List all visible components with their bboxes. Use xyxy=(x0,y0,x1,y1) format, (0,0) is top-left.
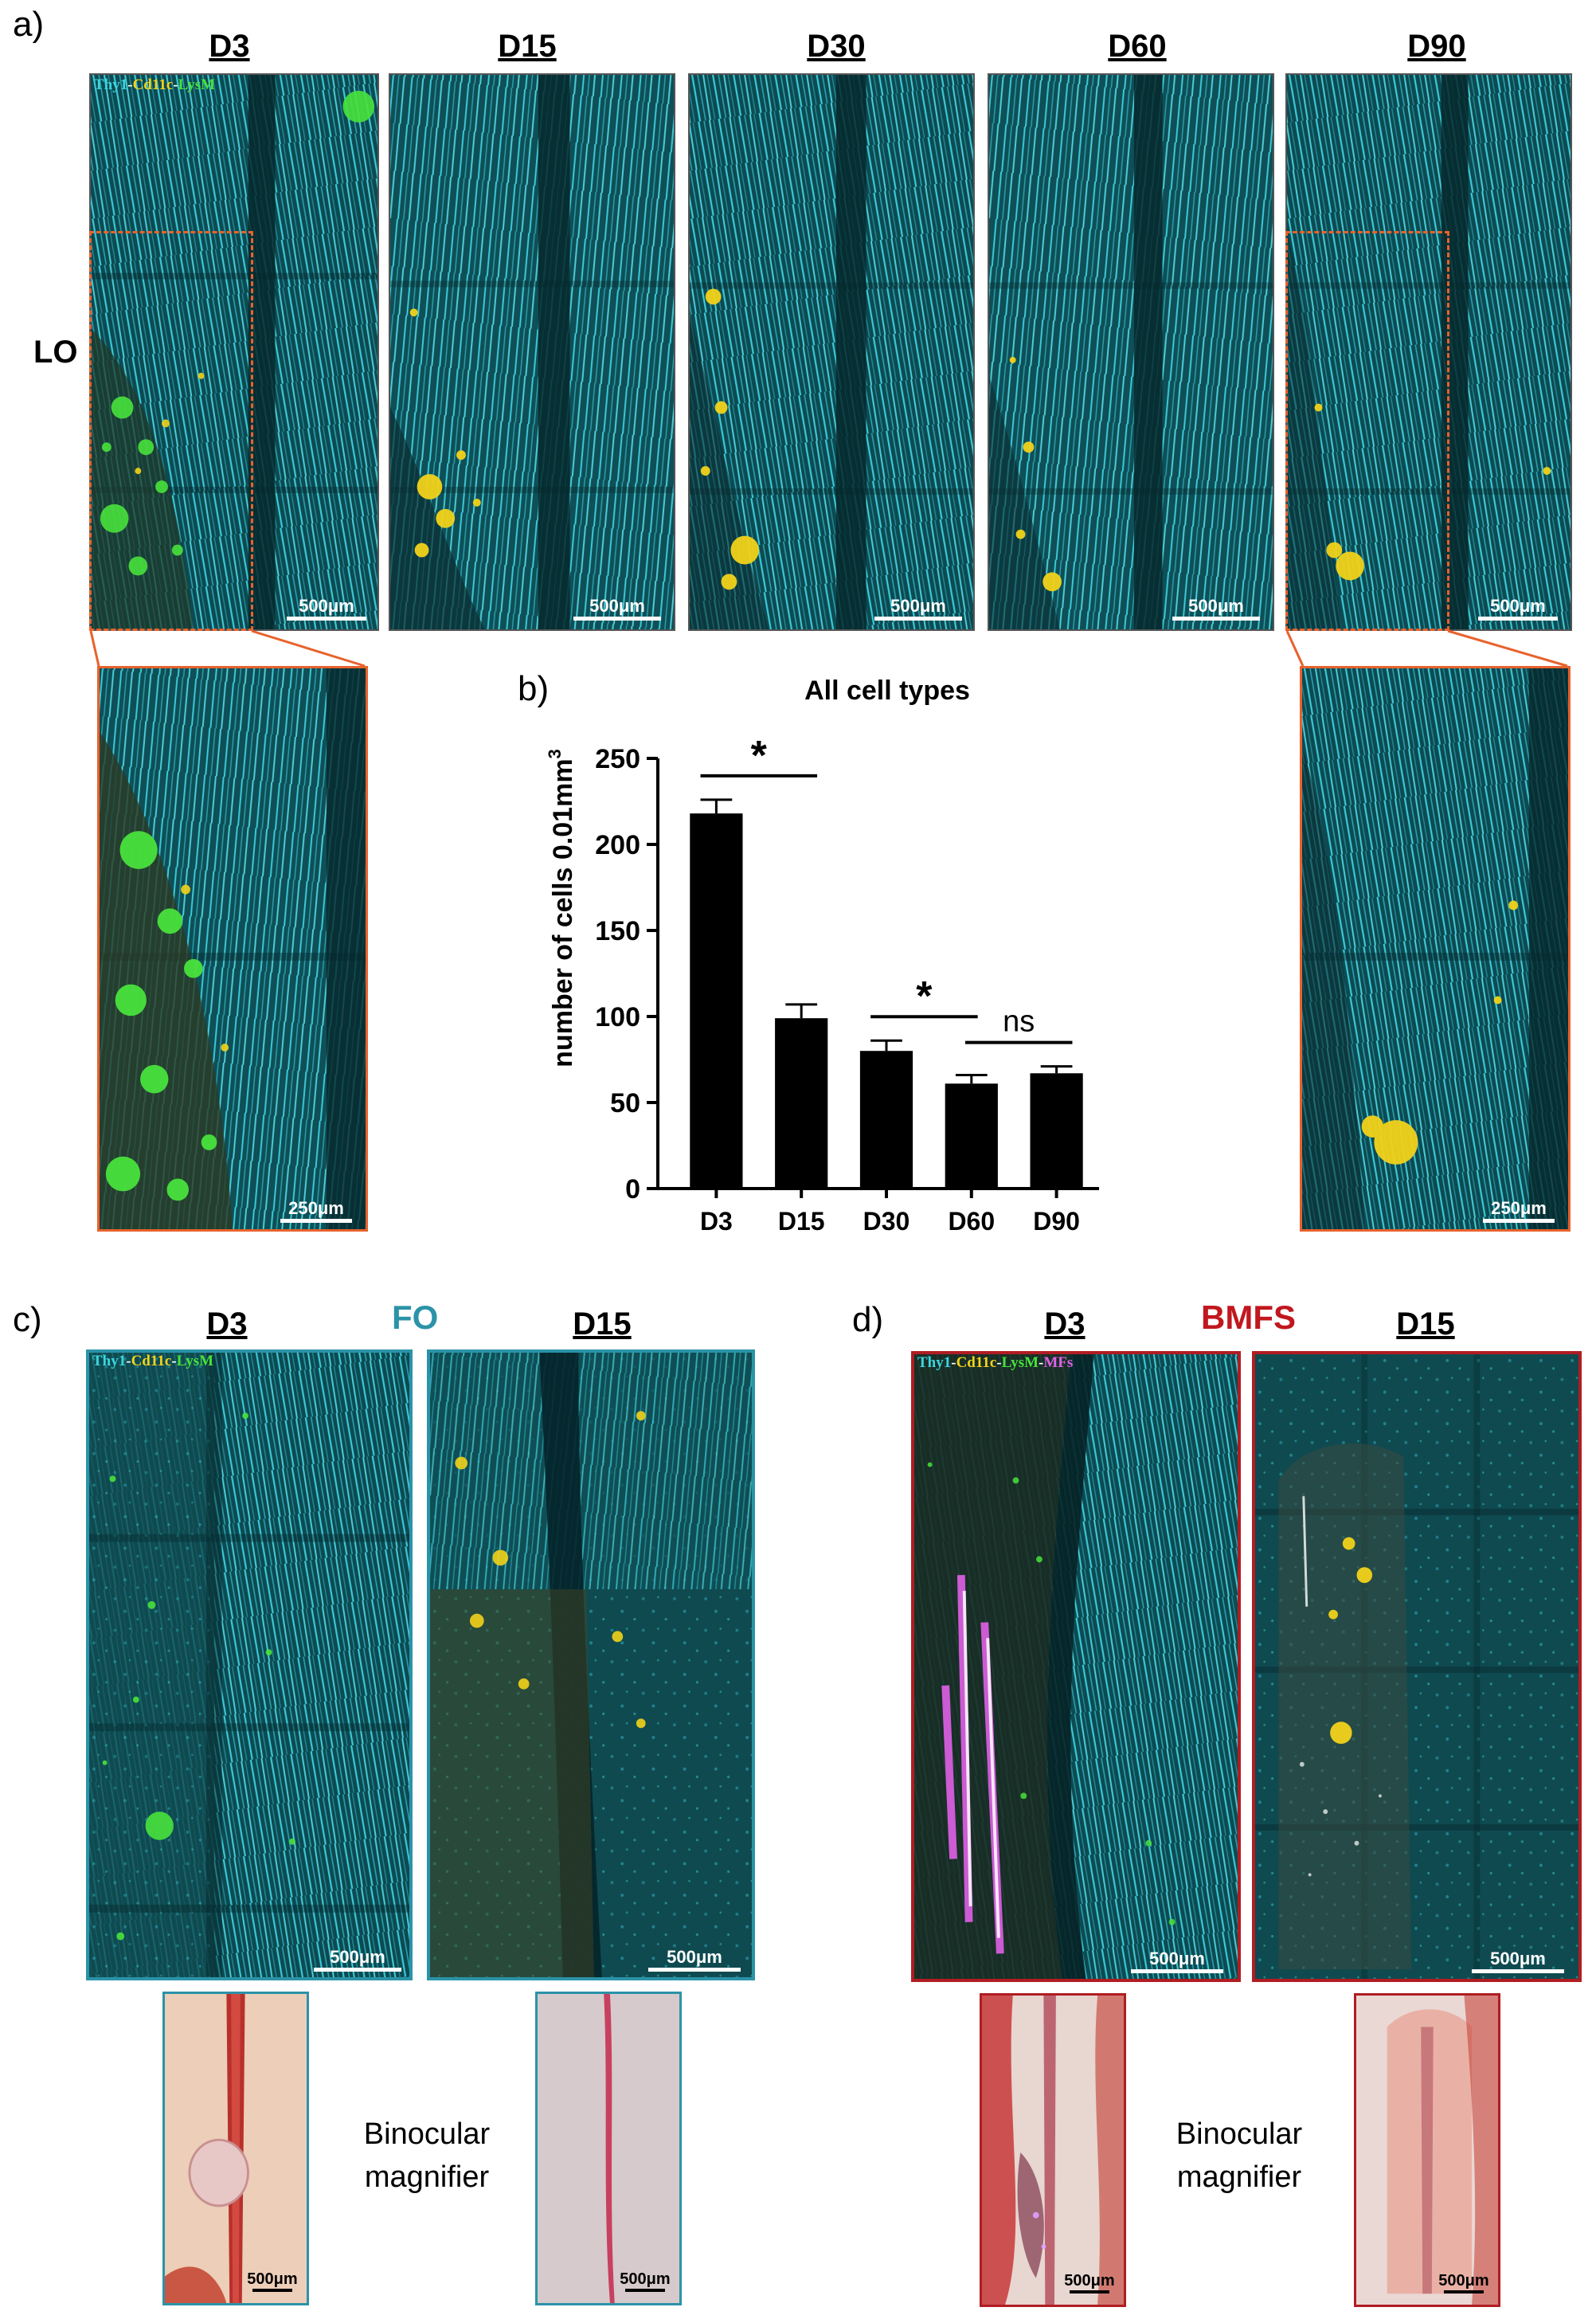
bar-d30 xyxy=(859,1051,913,1189)
panel-d-label: d) xyxy=(852,1300,884,1339)
micrograph-zoom-d3 xyxy=(97,666,368,1232)
micrograph-zoom-d90 xyxy=(1300,666,1571,1232)
micrograph-fo-d3 xyxy=(86,1349,413,1980)
y-tick-label: 250 xyxy=(595,744,640,774)
x-tick-label-d15: D15 xyxy=(778,1207,825,1236)
bar-d3 xyxy=(690,813,743,1189)
zoom-region-d90 xyxy=(1285,231,1449,631)
y-tick-label: 150 xyxy=(595,916,640,946)
bar-d15 xyxy=(775,1018,828,1189)
y-tick-label: 0 xyxy=(625,1174,640,1205)
col-title-d15: D15 xyxy=(498,29,557,64)
scale-bar-bino-fo-d3: 500μm xyxy=(247,2270,298,2292)
scale-bar-bino-bmfs-d15: 500μm xyxy=(1438,2272,1489,2293)
col-title-fo-d3: D3 xyxy=(206,1306,248,1342)
scale-bar-fo-d3: 500μm xyxy=(314,1947,401,1972)
fo-title: FO xyxy=(392,1299,439,1336)
panel-b-label: b) xyxy=(518,669,550,708)
sig-label: * xyxy=(751,733,768,779)
zoom-region-d3 xyxy=(89,231,253,631)
stain-legend-a: Thy1-Cd11c-LysM xyxy=(94,76,216,93)
binocular-fo-d15 xyxy=(535,1992,682,2305)
chart-title: All cell types xyxy=(804,676,970,706)
binocular-label-d: Binocular magnifier xyxy=(1175,2117,1303,2194)
zoom-connectors xyxy=(89,629,1568,668)
bmfs-title: BMFS xyxy=(1201,1299,1296,1336)
stain-legend-d: Thy1-Cd11c-LysM-MFs xyxy=(917,1354,1074,1371)
scale-bar-bmfs-d15: 500μm xyxy=(1472,1949,1564,1973)
col-title-d30: D30 xyxy=(807,29,866,64)
scale-bar-zoom-d90: 250μm xyxy=(1483,1198,1555,1223)
y-tick-label: 100 xyxy=(595,1002,640,1032)
binocular-bmfs-d3 xyxy=(980,1993,1126,2307)
y-tick-label: 200 xyxy=(595,830,640,860)
col-title-fo-d15: D15 xyxy=(573,1306,632,1342)
binocular-fo-d3 xyxy=(162,1992,309,2305)
scale-bar-a-d3: 500μm xyxy=(287,596,366,621)
scale-bar-bmfs-d3: 500μm xyxy=(1131,1949,1223,1973)
bar-chart: All cell types number of cells 0.01mm3 0… xyxy=(545,676,1099,1236)
micrograph-a-d30 xyxy=(688,73,975,631)
scale-bar-a-d90: 500μm xyxy=(1478,596,1558,621)
micrograph-bmfs-d3 xyxy=(911,1351,1241,1982)
x-tick-label-d90: D90 xyxy=(1033,1207,1080,1236)
bar-d60 xyxy=(945,1083,998,1189)
scale-bar-bino-fo-d15: 500μm xyxy=(620,2270,671,2292)
scale-bar-a-d60: 500μm xyxy=(1172,596,1260,621)
svg-text:number of cells 0.01mm3: number of cells 0.01mm3 xyxy=(545,749,578,1067)
scale-bar-bino-bmfs-d3: 500μm xyxy=(1064,2272,1115,2293)
scale-bar-zoom-d3: 250μm xyxy=(280,1198,352,1223)
bar-d90 xyxy=(1030,1073,1083,1189)
panel-c-label: c) xyxy=(13,1300,42,1339)
col-title-bmfs-d15: D15 xyxy=(1396,1306,1455,1342)
stain-legend-c: Thy1-Cd11c-LysM xyxy=(92,1353,214,1369)
micrograph-a-d15 xyxy=(389,73,675,631)
micrograph-bmfs-d15 xyxy=(1252,1351,1582,1982)
panel-a-label: a) xyxy=(13,5,45,44)
col-title-d3: D3 xyxy=(209,29,250,64)
x-tick-label-d30: D30 xyxy=(863,1207,910,1236)
micrograph-fo-d15 xyxy=(427,1349,755,1980)
micrograph-a-d3 xyxy=(89,73,379,631)
chart-ylabel: number of cells 0.01mm3 xyxy=(545,749,578,1067)
x-tick-label-d60: D60 xyxy=(948,1207,995,1236)
sig-label: ns xyxy=(1003,1005,1035,1039)
row-label-lo: LO xyxy=(33,335,78,370)
micrograph-a-d90 xyxy=(1285,73,1572,631)
col-title-d90: D90 xyxy=(1407,29,1466,64)
binocular-label-c: Binocular magnifier xyxy=(363,2117,491,2194)
col-title-d60: D60 xyxy=(1108,29,1167,64)
x-tick-label-d3: D3 xyxy=(700,1207,733,1236)
y-tick-label: 50 xyxy=(610,1088,640,1118)
col-title-bmfs-d3: D3 xyxy=(1044,1306,1086,1342)
scale-bar-fo-d15: 500μm xyxy=(648,1947,741,1972)
binocular-bmfs-d15 xyxy=(1354,1993,1500,2307)
scale-bar-a-d30: 500μm xyxy=(874,596,962,621)
scale-bar-a-d15: 500μm xyxy=(573,596,661,621)
sig-label: * xyxy=(916,973,933,1020)
micrograph-a-d60 xyxy=(988,73,1274,631)
